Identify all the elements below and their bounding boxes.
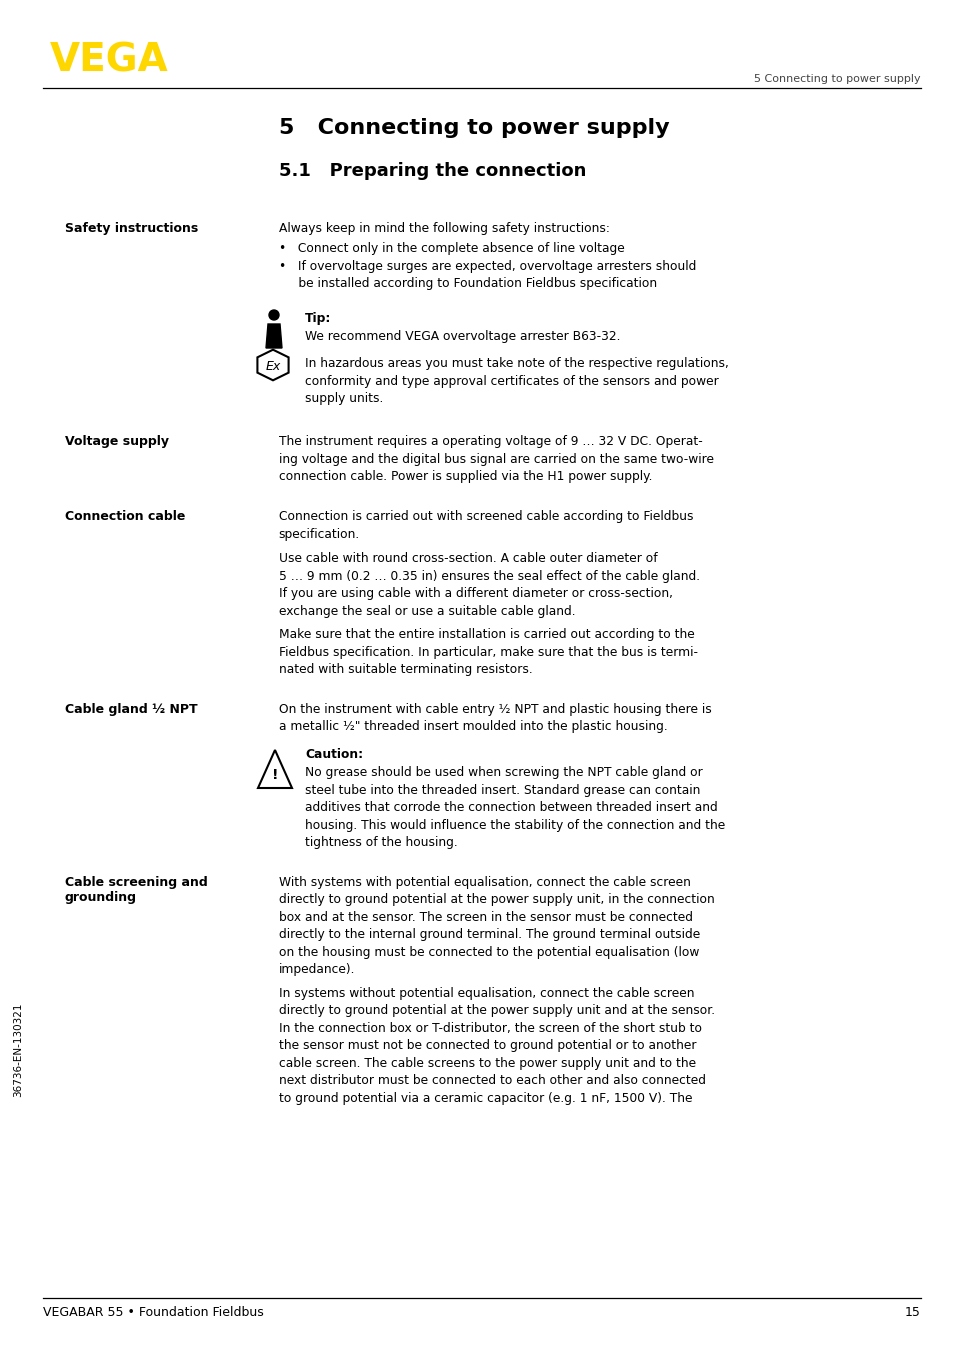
Text: housing. This would influence the stability of the connection and the: housing. This would influence the stabil… <box>305 819 724 831</box>
Text: We recommend VEGA overvoltage arrester B63-32.: We recommend VEGA overvoltage arrester B… <box>305 330 619 343</box>
Text: The instrument requires a operating voltage of 9 … 32 V DC. Operat-: The instrument requires a operating volt… <box>278 435 701 448</box>
Text: directly to ground potential at the power supply unit, in the connection: directly to ground potential at the powe… <box>278 894 714 906</box>
Text: specification.: specification. <box>278 528 359 542</box>
Text: Make sure that the entire installation is carried out according to the: Make sure that the entire installation i… <box>278 628 694 640</box>
Text: connection cable. Power is supplied via the H1 power supply.: connection cable. Power is supplied via … <box>278 470 652 483</box>
Text: Tip:: Tip: <box>305 311 331 325</box>
Text: Voltage supply: Voltage supply <box>65 435 169 448</box>
Text: additives that corrode the connection between threaded insert and: additives that corrode the connection be… <box>305 802 717 814</box>
Circle shape <box>269 310 278 320</box>
Text: the sensor must not be connected to ground potential or to another: the sensor must not be connected to grou… <box>278 1039 696 1052</box>
Text: impedance).: impedance). <box>278 963 355 976</box>
Text: a metallic ½" threaded insert moulded into the plastic housing.: a metallic ½" threaded insert moulded in… <box>278 720 666 733</box>
Text: cable screen. The cable screens to the power supply unit and to the: cable screen. The cable screens to the p… <box>278 1057 695 1070</box>
Text: Always keep in mind the following safety instructions:: Always keep in mind the following safety… <box>278 222 609 236</box>
Text: box and at the sensor. The screen in the sensor must be connected: box and at the sensor. The screen in the… <box>278 911 692 923</box>
Text: Fieldbus specification. In particular, make sure that the bus is termi-: Fieldbus specification. In particular, m… <box>278 646 697 659</box>
Text: !: ! <box>272 768 278 781</box>
Text: Use cable with round cross-section. A cable outer diameter of: Use cable with round cross-section. A ca… <box>278 552 657 565</box>
Text: supply units.: supply units. <box>305 393 383 405</box>
Text: next distributor must be connected to each other and also connected: next distributor must be connected to ea… <box>278 1074 705 1087</box>
Text: If you are using cable with a different diameter or cross-section,: If you are using cable with a different … <box>278 588 672 600</box>
Text: Connection cable: Connection cable <box>65 510 185 523</box>
Text: Connection is carried out with screened cable according to Fieldbus: Connection is carried out with screened … <box>278 510 692 523</box>
Polygon shape <box>266 324 282 348</box>
Text: 15: 15 <box>903 1307 920 1319</box>
Text: On the instrument with cable entry ½ NPT and plastic housing there is: On the instrument with cable entry ½ NPT… <box>278 703 711 716</box>
Text: 36736-EN-130321: 36736-EN-130321 <box>13 1003 23 1097</box>
Text: tightness of the housing.: tightness of the housing. <box>305 835 457 849</box>
Text: VEGABAR 55 • Foundation Fieldbus: VEGABAR 55 • Foundation Fieldbus <box>43 1307 263 1319</box>
Text: Caution:: Caution: <box>305 747 363 761</box>
Text: directly to the internal ground terminal. The ground terminal outside: directly to the internal ground terminal… <box>278 927 700 941</box>
Text: exchange the seal or use a suitable cable gland.: exchange the seal or use a suitable cabl… <box>278 605 575 617</box>
Text: In systems without potential equalisation, connect the cable screen: In systems without potential equalisatio… <box>278 987 694 1001</box>
Text: Safety instructions: Safety instructions <box>65 222 198 236</box>
Text: steel tube into the threaded insert. Standard grease can contain: steel tube into the threaded insert. Sta… <box>305 784 700 798</box>
Text: directly to ground potential at the power supply unit and at the sensor.: directly to ground potential at the powe… <box>278 1005 714 1017</box>
Text: to ground potential via a ceramic capacitor (e.g. 1 nF, 1500 V). The: to ground potential via a ceramic capaci… <box>278 1091 691 1105</box>
Text: Ex: Ex <box>265 360 280 374</box>
Text: nated with suitable terminating resistors.: nated with suitable terminating resistor… <box>278 663 532 676</box>
Text: In the connection box or T-distributor, the screen of the short stub to: In the connection box or T-distributor, … <box>278 1022 700 1034</box>
Text: With systems with potential equalisation, connect the cable screen: With systems with potential equalisation… <box>278 876 690 890</box>
Text: •   Connect only in the complete absence of line voltage: • Connect only in the complete absence o… <box>278 242 623 255</box>
Text: 5 … 9 mm (0.2 … 0.35 in) ensures the seal effect of the cable gland.: 5 … 9 mm (0.2 … 0.35 in) ensures the sea… <box>278 570 699 584</box>
Text: No grease should be used when screwing the NPT cable gland or: No grease should be used when screwing t… <box>305 766 702 779</box>
Text: 5 Connecting to power supply: 5 Connecting to power supply <box>753 74 920 84</box>
Text: •   If overvoltage surges are expected, overvoltage arresters should: • If overvoltage surges are expected, ov… <box>278 260 696 274</box>
Text: In hazardous areas you must take note of the respective regulations,: In hazardous areas you must take note of… <box>305 357 728 370</box>
Text: VEGA: VEGA <box>50 42 169 80</box>
Text: 5.1   Preparing the connection: 5.1 Preparing the connection <box>278 162 585 180</box>
Text: Cable gland ½ NPT: Cable gland ½ NPT <box>65 703 197 716</box>
Text: ing voltage and the digital bus signal are carried on the same two-wire: ing voltage and the digital bus signal a… <box>278 454 713 466</box>
Text: conformity and type approval certificates of the sensors and power: conformity and type approval certificate… <box>305 375 718 389</box>
Text: 5   Connecting to power supply: 5 Connecting to power supply <box>278 118 668 138</box>
Text: Cable screening and
grounding: Cable screening and grounding <box>65 876 208 904</box>
Text: be installed according to Foundation Fieldbus specification: be installed according to Foundation Fie… <box>278 278 656 290</box>
Text: on the housing must be connected to the potential equalisation (low: on the housing must be connected to the … <box>278 946 699 959</box>
